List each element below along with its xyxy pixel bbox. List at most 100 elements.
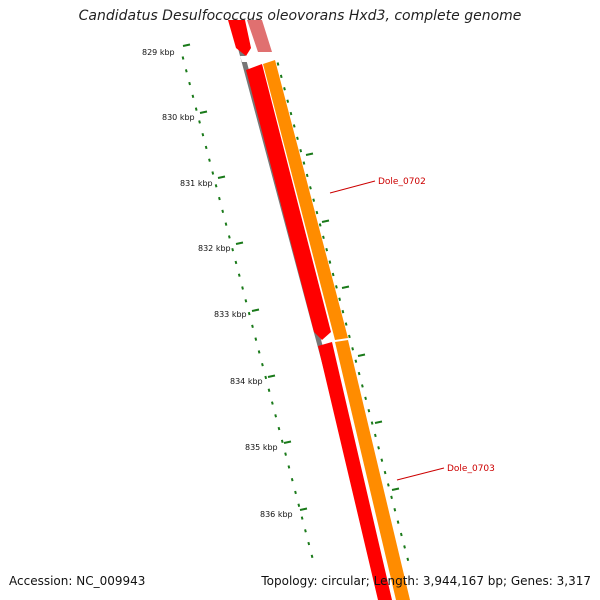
scale-label: 834 kbp: [230, 377, 263, 386]
scale-dot: [214, 184, 218, 188]
scale-dot: [237, 273, 241, 277]
scale-dot: [296, 136, 299, 140]
scale-dot: [247, 311, 251, 316]
scale-dot: [328, 260, 332, 264]
scale-dot: [287, 465, 291, 469]
scale-dot: [290, 477, 294, 482]
scale-dot: [289, 111, 293, 116]
scale-dot: [338, 297, 342, 301]
scale-dot: [208, 158, 211, 162]
scale-dot: [354, 359, 358, 363]
scale-dot: [286, 99, 290, 103]
gene-Dole_0703[interactable]: [335, 340, 410, 600]
scale-label: 835 kbp: [245, 443, 278, 452]
scale-dot: [241, 286, 244, 290]
scale-dot: [390, 495, 393, 500]
scale-dot: [198, 120, 201, 124]
scale-dot: [318, 223, 322, 227]
scale-dot: [227, 235, 231, 239]
scale-dot: [264, 375, 268, 380]
scale-dot: [351, 347, 354, 351]
scale-major-tick: [217, 175, 226, 179]
scale-dot: [279, 74, 283, 79]
scale-dot: [341, 309, 345, 314]
accession-text: Accession: NC_009943: [9, 574, 146, 588]
scale-dot: [307, 541, 311, 546]
scale-dot: [257, 350, 261, 354]
scale-label: 836 kbp: [260, 510, 293, 519]
scale-dot: [344, 322, 348, 326]
scale-dot: [393, 508, 397, 512]
scale-dot: [184, 69, 188, 73]
scale-dot: [188, 81, 191, 86]
scale-dot: [271, 401, 274, 405]
scale-dot: [254, 337, 258, 341]
scale-label: 829 kbp: [142, 48, 175, 57]
scale-dot: [325, 248, 329, 252]
scale-dot: [380, 458, 384, 462]
scale-major-tick: [305, 152, 314, 156]
scale-dot: [267, 388, 271, 392]
scale-dot: [300, 516, 304, 520]
scale-dot: [280, 439, 284, 444]
gene-prev-forward[interactable]: [228, 20, 251, 56]
scale-dot: [274, 414, 278, 418]
scale-major-ticks: [182, 43, 400, 511]
gene-Dole_0702[interactable]: [263, 60, 348, 340]
scale-dot: [374, 433, 377, 438]
scale-dot: [284, 452, 287, 456]
scale-dot: [364, 396, 367, 401]
scale-major-tick: [321, 219, 330, 223]
genome-summary-text: Topology: circular; Length: 3,944,167 bp…: [261, 574, 591, 588]
label-line-Dole_0702: [329, 180, 376, 194]
scale-dot: [283, 87, 286, 91]
scale-label: 831 kbp: [180, 179, 213, 188]
scale-dot: [396, 520, 400, 524]
scale-dot: [309, 186, 312, 190]
scale-major-tick: [283, 440, 292, 444]
scale-dot: [386, 483, 390, 487]
scale-dot: [315, 210, 319, 215]
gene-gap: [240, 56, 282, 62]
label-line-Dole_0703: [396, 467, 445, 481]
scale-dot: [322, 235, 325, 240]
scale-dot: [377, 446, 380, 450]
scale-labels: 829 kbp 830 kbp 831 kbp 832 kbp 833 kbp …: [142, 48, 293, 519]
scale-dot: [221, 209, 225, 214]
scale-dot: [357, 371, 361, 376]
scale-label: 832 kbp: [198, 244, 231, 253]
scale-dot: [361, 384, 364, 388]
scale-dot: [292, 124, 296, 128]
scale-dot: [304, 529, 307, 533]
scale-dot: [181, 56, 185, 60]
scale-dot: [406, 557, 410, 561]
scale-major-tick: [267, 374, 276, 378]
scale-dot: [201, 132, 205, 137]
scale-major-tick: [299, 507, 308, 511]
scale-dot: [305, 173, 309, 178]
scale-dot: [224, 222, 228, 226]
gene-forward-upper[interactable]: [246, 64, 331, 340]
scale-dot: [231, 247, 234, 252]
scale-dot: [399, 532, 403, 537]
scale-dot: [218, 196, 221, 201]
gene-prev-light[interactable]: [247, 20, 272, 52]
gene-label-Dole_0702[interactable]: Dole_0702: [378, 177, 426, 187]
scale-dot: [367, 408, 371, 413]
scale-dot: [277, 426, 281, 431]
scale-dot: [302, 161, 306, 165]
scale-dot: [204, 145, 208, 150]
genome-title: Candidatus Desulfococcus oleovorans Hxd3…: [78, 8, 522, 24]
scale-dot: [370, 421, 374, 425]
scale-dot: [297, 503, 301, 507]
gene-label-Dole_0703[interactable]: Dole_0703: [447, 464, 495, 474]
scale-dot: [348, 334, 351, 339]
scale-major-tick: [391, 487, 400, 491]
scale-major-tick: [199, 110, 208, 114]
scale-major-tick: [182, 43, 191, 47]
scale-major-tick: [251, 308, 260, 312]
gene-forward-lower[interactable]: [318, 342, 392, 600]
scale-label: 830 kbp: [162, 113, 195, 122]
